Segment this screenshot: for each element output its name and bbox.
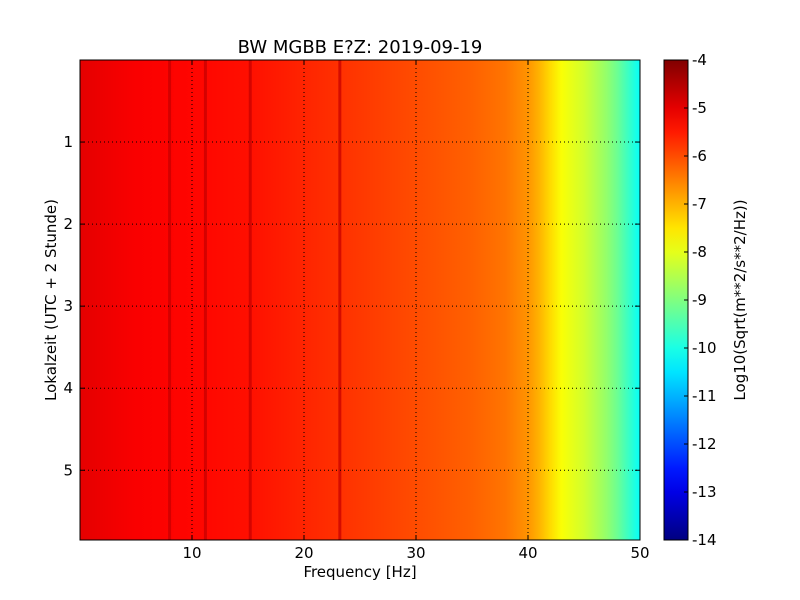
y-tick-label: 4 [63, 379, 73, 397]
y-tick-label: 5 [63, 461, 73, 479]
colorbar-tick-label: -11 [692, 387, 717, 405]
colorbar-tick-label: -8 [692, 243, 707, 261]
plot-frame [79, 59, 641, 541]
y-axis-ticks: 1 2 3 4 5 [63, 133, 640, 479]
colorbar-tick-label: -9 [692, 291, 707, 309]
grid-layer [80, 60, 640, 540]
colorbar-tick-label: -12 [692, 435, 717, 453]
y-axis-label: Lokalzeit (UTC + 2 Stunde) [42, 199, 60, 401]
colorbar-tick-label: -13 [692, 483, 717, 501]
colorbar-tick-label: -6 [692, 147, 707, 165]
colorbar-ticks: -4 -5 -6 -7 -8 -9 -10 -11 -12 -13 -14 [684, 51, 717, 549]
x-tick-label: 50 [630, 544, 649, 562]
spectral-lines-layer [168, 60, 342, 540]
colorbar-label: Log10(Sqrt(m**2/s**2/Hz)) [731, 199, 749, 400]
x-axis-ticks: 10 20 30 40 50 [182, 60, 650, 562]
colorbar-tick-label: -7 [692, 195, 707, 213]
spectrogram-field [80, 60, 640, 540]
x-tick-label: 10 [182, 544, 201, 562]
x-tick-label: 20 [294, 544, 313, 562]
x-axis-label: Frequency [Hz] [303, 563, 416, 581]
colorbar-tick-label: -5 [692, 99, 707, 117]
chart-title: BW MGBB E?Z: 2019-09-19 [238, 37, 483, 58]
colorbar-tick-label: -4 [692, 51, 707, 69]
y-tick-label: 2 [63, 215, 73, 233]
x-tick-label: 30 [406, 544, 425, 562]
colorbar-tick-label: -14 [692, 531, 717, 549]
colorbar: -4 -5 -6 -7 -8 -9 -10 -11 -12 -13 -14 [663, 51, 717, 549]
colorbar-tick-label: -10 [692, 339, 717, 357]
x-tick-label: 40 [518, 544, 537, 562]
plot-area [79, 59, 641, 541]
y-tick-label: 3 [63, 297, 73, 315]
y-tick-label: 1 [63, 133, 73, 151]
